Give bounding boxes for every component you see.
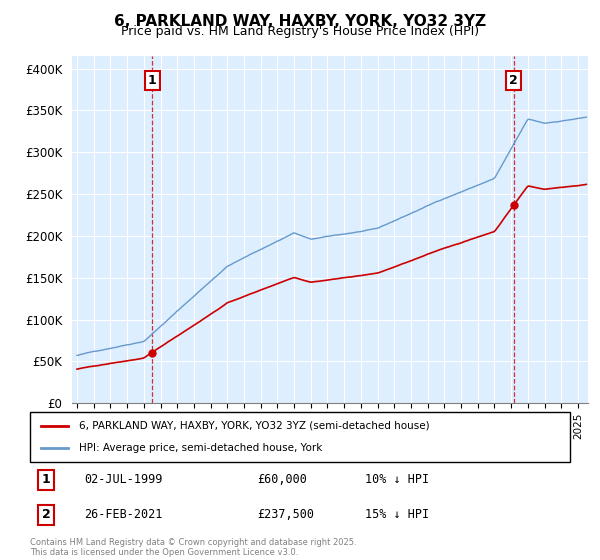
- Text: 1: 1: [148, 74, 157, 87]
- Text: HPI: Average price, semi-detached house, York: HPI: Average price, semi-detached house,…: [79, 443, 322, 453]
- Text: Contains HM Land Registry data © Crown copyright and database right 2025.
This d: Contains HM Land Registry data © Crown c…: [30, 538, 356, 557]
- Text: £237,500: £237,500: [257, 508, 314, 521]
- Text: 02-JUL-1999: 02-JUL-1999: [84, 473, 163, 486]
- Text: 10% ↓ HPI: 10% ↓ HPI: [365, 473, 429, 486]
- Text: £60,000: £60,000: [257, 473, 307, 486]
- Text: Price paid vs. HM Land Registry's House Price Index (HPI): Price paid vs. HM Land Registry's House …: [121, 25, 479, 38]
- FancyBboxPatch shape: [30, 412, 570, 462]
- Text: 26-FEB-2021: 26-FEB-2021: [84, 508, 163, 521]
- Text: 6, PARKLAND WAY, HAXBY, YORK, YO32 3YZ: 6, PARKLAND WAY, HAXBY, YORK, YO32 3YZ: [114, 14, 486, 29]
- Text: 15% ↓ HPI: 15% ↓ HPI: [365, 508, 429, 521]
- Text: 6, PARKLAND WAY, HAXBY, YORK, YO32 3YZ (semi-detached house): 6, PARKLAND WAY, HAXBY, YORK, YO32 3YZ (…: [79, 421, 429, 431]
- Text: 2: 2: [509, 74, 518, 87]
- Text: 2: 2: [42, 508, 50, 521]
- Text: 1: 1: [42, 473, 50, 486]
